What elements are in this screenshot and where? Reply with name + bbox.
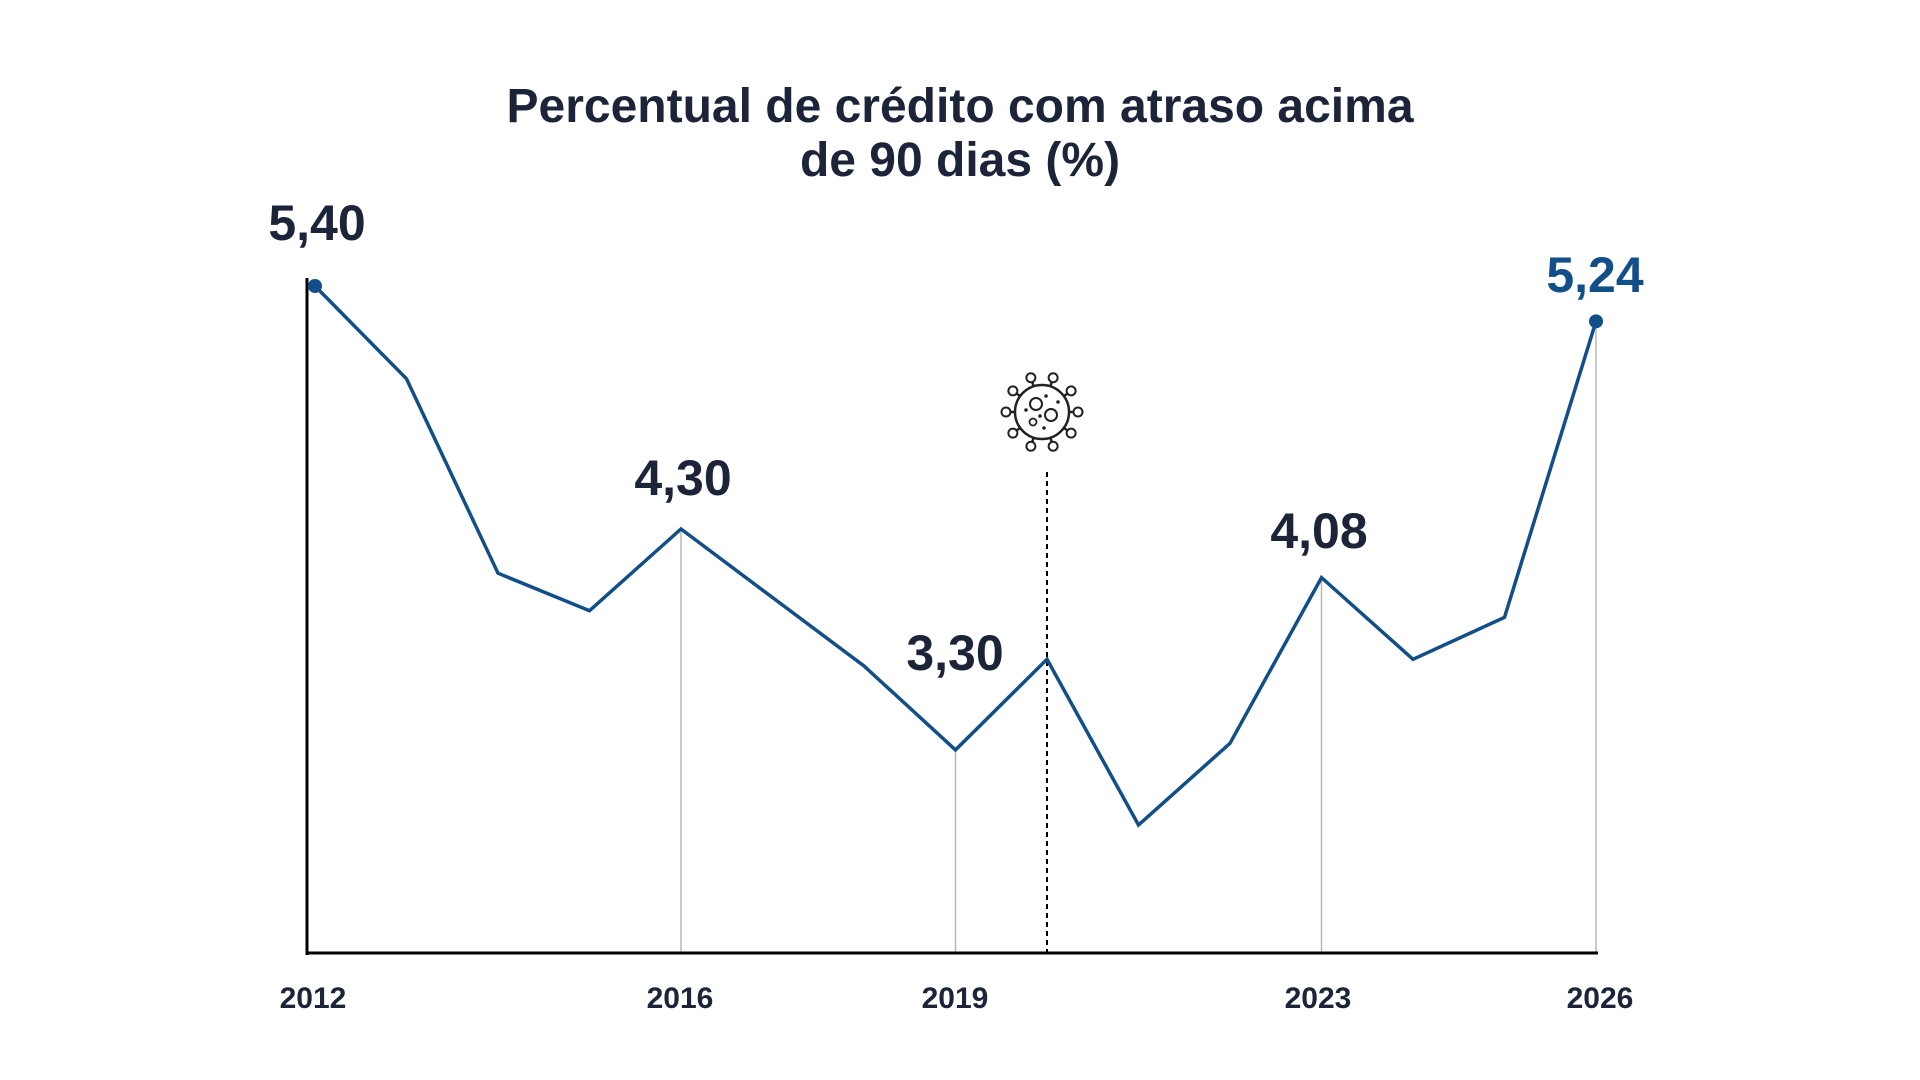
virus-spike-tip bbox=[1072, 406, 1084, 418]
virus-spike-tip bbox=[1025, 440, 1037, 452]
x-tick-label-2012: 2012 bbox=[280, 982, 347, 1015]
x-tick-label-2019: 2019 bbox=[922, 982, 989, 1015]
data-label-2012: 5,40 bbox=[268, 195, 365, 251]
virus-spike-tip bbox=[1025, 372, 1037, 384]
virus-icon bbox=[1000, 372, 1084, 452]
virus-spike-tip bbox=[1047, 440, 1059, 452]
virus-dot bbox=[1044, 394, 1048, 398]
x-tick-labels: 2012 2016 2019 2023 2026 bbox=[280, 982, 1634, 1015]
x-tick-label-2023: 2023 bbox=[1285, 982, 1352, 1015]
data-label-2023: 4,08 bbox=[1270, 503, 1367, 559]
virus-dot bbox=[1056, 400, 1060, 404]
chart-title-line-2: de 90 dias (%) bbox=[800, 134, 1120, 187]
virus-spike-tip bbox=[1007, 385, 1019, 397]
x-tick-label-2016: 2016 bbox=[647, 982, 714, 1015]
virus-cell bbox=[1044, 408, 1058, 422]
virus-cell bbox=[1028, 417, 1038, 427]
virus-cell bbox=[1029, 397, 1043, 411]
data-label-2016: 4,30 bbox=[634, 450, 731, 506]
virus-spike-tip bbox=[1000, 406, 1012, 418]
virus-dot bbox=[1024, 408, 1028, 412]
series-line bbox=[313, 284, 1598, 828]
drop-lines bbox=[680, 321, 1597, 953]
x-tick-label-2026: 2026 bbox=[1567, 982, 1634, 1015]
virus-spike-tip bbox=[1007, 427, 1019, 439]
chart-title-line-1: Percentual de crédito com atraso acima bbox=[506, 80, 1413, 133]
virus-spike-tip bbox=[1065, 427, 1077, 439]
virus-spike-tip bbox=[1047, 372, 1059, 384]
data-label-2019: 3,30 bbox=[906, 625, 1003, 681]
event-marker bbox=[1000, 372, 1084, 953]
data-labels: 5,40 4,30 3,30 4,08 5,24 bbox=[268, 195, 1644, 681]
axes bbox=[305, 278, 1598, 955]
virus-spike-tip bbox=[1065, 385, 1077, 397]
virus-dot bbox=[1042, 426, 1046, 430]
virus-dot bbox=[1038, 414, 1042, 418]
chart-title: Percentual de crédito com atraso acima d… bbox=[506, 80, 1413, 187]
point-marker-2026 bbox=[1589, 314, 1603, 329]
end-markers bbox=[308, 279, 1603, 329]
point-marker-2012 bbox=[308, 279, 322, 293]
data-label-2026: 5,24 bbox=[1546, 247, 1644, 303]
series-lines bbox=[313, 284, 1598, 828]
virus-body bbox=[1013, 383, 1071, 441]
